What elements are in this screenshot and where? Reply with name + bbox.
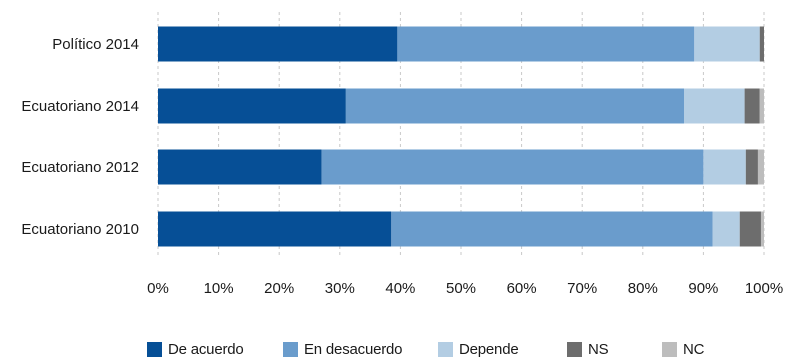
bar-segment [694,26,760,62]
bar-segment [397,26,695,62]
category-labels: Político 2014 Ecuatoriano 2014 Ecuatoriano… [21,36,139,238]
legend-item: Depende [438,341,519,358]
legend-label: Depende [459,341,519,358]
legend-swatch [438,342,453,357]
legend-label: NC [683,341,705,358]
category-label: Ecuatoriano 2012 [21,159,139,176]
bar-segment [760,211,764,247]
bar-segment [744,88,760,124]
legend-swatch [283,342,298,357]
category-label: Ecuatoriano 2014 [21,98,139,115]
x-tick-label: 10% [204,280,234,297]
legend-item: NC [662,341,704,358]
x-tick-label: 80% [628,280,658,297]
bar-segment [757,149,764,185]
x-tick-label: 40% [385,280,415,297]
bar-segment [703,149,746,185]
bar-segment [345,88,685,124]
bar-segment [158,211,392,247]
bar-segment [759,26,764,62]
x-tick-label: 100% [745,280,783,297]
bars [158,26,764,247]
x-tick-label: 30% [325,280,355,297]
bar-segment [712,211,740,247]
x-tick-label: 60% [507,280,537,297]
bar-segment [321,149,704,185]
bar-segment [158,26,398,62]
bar-segment [391,211,713,247]
legend-swatch [567,342,582,357]
x-tick-label: 0% [147,280,169,297]
legend-swatch [147,342,162,357]
bar-segment [745,149,758,185]
x-tick-label: 90% [688,280,718,297]
x-tick-label: 20% [264,280,294,297]
x-tick-label: 70% [567,280,597,297]
bar-segment [759,88,764,124]
x-axis-tick-labels: 0% 10% 20% 30% 40% 50% 60% 70% 80% 90% 100% [147,280,783,297]
legend-swatch [662,342,677,357]
bar-segment [158,88,346,124]
legend-label: En desacuerdo [304,341,403,358]
x-tick-label: 50% [446,280,476,297]
chart-legend: De acuerdo En desacuerdo Depende NS NC [0,341,787,360]
legend-item: De acuerdo [147,341,244,358]
bar-segment [684,88,745,124]
bar-segment [739,211,761,247]
legend-item: En desacuerdo [283,341,403,358]
legend-label: De acuerdo [168,341,244,358]
legend-item: NS [567,341,609,358]
category-label: Político 2014 [52,36,139,53]
category-label: Ecuatoriano 2010 [21,221,139,238]
legend-label: NS [588,341,609,358]
bar-segment [158,149,322,185]
